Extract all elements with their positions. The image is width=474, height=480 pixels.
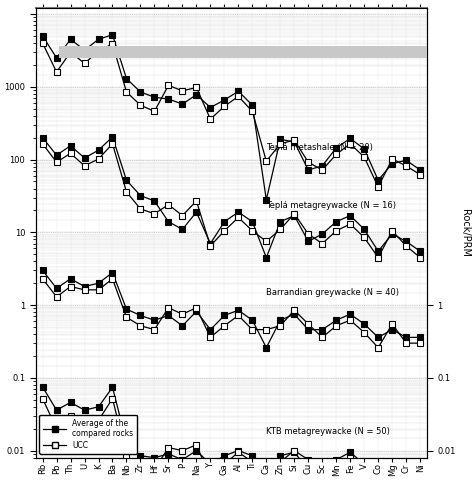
Legend: Average of the
compared rocks, UCC: Average of the compared rocks, UCC xyxy=(39,415,137,454)
Y-axis label: Rock/PRM: Rock/PRM xyxy=(460,209,470,257)
Text: Teplá metagreywacke (N = 16): Teplá metagreywacke (N = 16) xyxy=(266,201,396,210)
Text: Barrandian greywacke (N = 40): Barrandian greywacke (N = 40) xyxy=(266,288,399,297)
Text: KTB metagreywacke (N = 50): KTB metagreywacke (N = 50) xyxy=(266,427,390,436)
Text: Teplá metashale (N = 20): Teplá metashale (N = 20) xyxy=(266,144,373,152)
